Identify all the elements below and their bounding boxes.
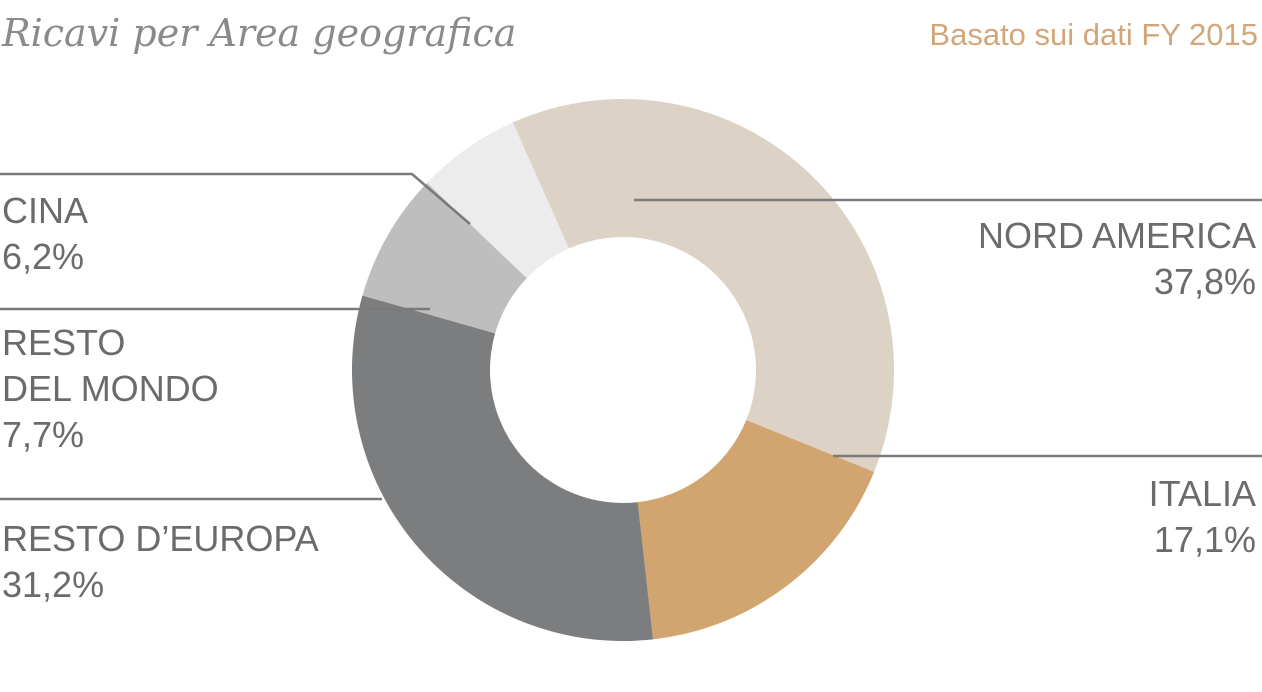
slice-label-italia: ITALIA 17,1% — [1149, 473, 1256, 560]
slice-labels: NORD AMERICA 37,8% ITALIA 17,1% RESTO D’EURO… — [2, 190, 1256, 605]
slice-nord-america — [512, 99, 894, 472]
slice-label-resto-mondo: RESTO DEL MONDO 7,7% — [2, 322, 219, 455]
slice-value: 37,8% — [1154, 261, 1256, 302]
slice-resto-mondo — [362, 182, 527, 334]
slice-label-cina: CINA 6,2% — [2, 190, 88, 277]
slice-value: 6,2% — [2, 236, 84, 277]
donut-slices — [352, 99, 894, 641]
slice-value: 17,1% — [1154, 519, 1256, 560]
slice-label-resto-europa: RESTO D’EUROPA 31,2% — [2, 518, 319, 605]
slice-name: NORD AMERICA — [978, 215, 1256, 256]
slice-value: 31,2% — [2, 564, 104, 605]
slice-value: 7,7% — [2, 414, 84, 455]
slice-cina — [427, 122, 569, 279]
chart-title: Ricavi per Area geografica — [1, 11, 516, 55]
slice-italia — [637, 419, 875, 640]
leader-lines — [0, 172, 1262, 501]
slice-name: CINA — [2, 190, 88, 231]
slice-name: RESTO D’EUROPA — [2, 518, 319, 559]
slice-name: ITALIA — [1149, 473, 1256, 514]
slice-resto-europa — [352, 295, 654, 641]
slice-label-nord-america: NORD AMERICA 37,8% — [978, 215, 1256, 302]
leader-line-cina — [0, 172, 471, 225]
slice-name: RESTO — [2, 322, 125, 363]
slice-name: DEL MONDO — [2, 368, 219, 409]
chart-subtitle: Basato sui dati FY 2015 — [929, 17, 1258, 52]
